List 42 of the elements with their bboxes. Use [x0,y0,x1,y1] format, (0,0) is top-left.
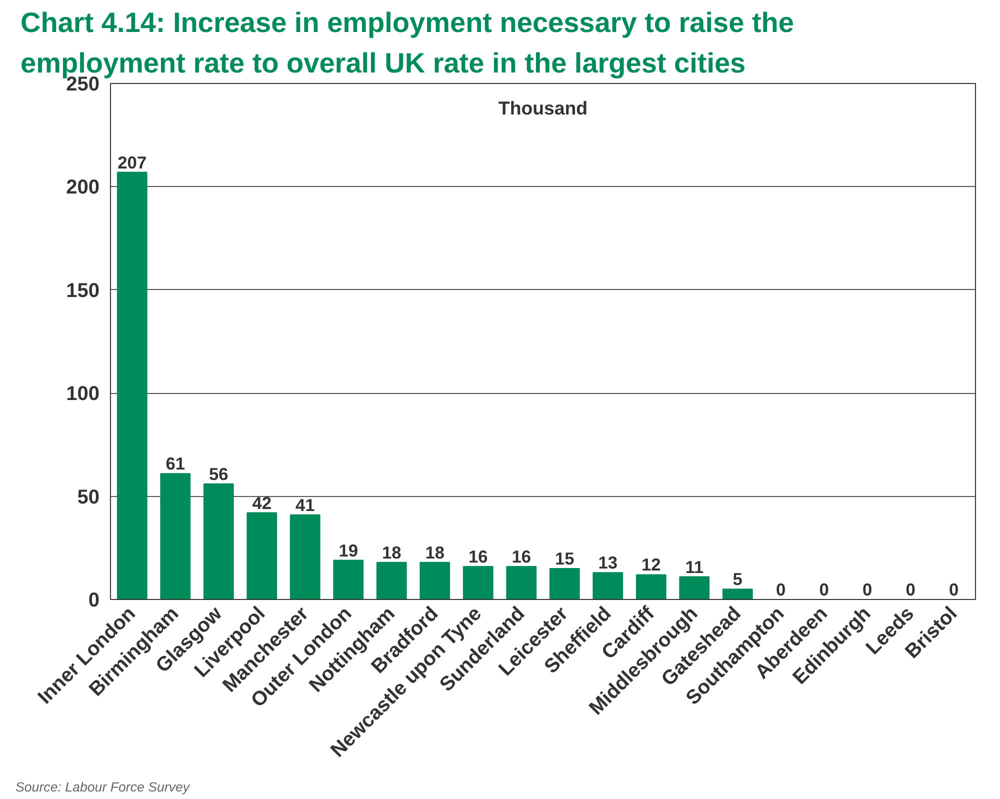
data-label: 41 [295,494,316,515]
y-tick-label: 150 [66,280,100,302]
bar [376,562,407,600]
y-tick-label: 50 [77,486,100,508]
bar [290,514,320,600]
data-label: 16 [468,546,488,566]
y-tick-label: 100 [66,383,100,406]
data-label: 18 [425,542,445,562]
data-label: 61 [166,454,186,474]
data-label: 56 [208,464,229,484]
data-label: 0 [862,580,872,600]
bar [592,572,624,600]
data-label: 15 [554,548,575,569]
bar [420,562,450,600]
data-label: 207 [118,152,147,172]
y-tick-label: 0 [88,590,100,612]
y-tick-label: 200 [66,176,100,199]
data-label: 0 [949,580,959,600]
data-label: 13 [598,552,618,573]
data-label: 19 [338,540,358,560]
bar [116,172,148,600]
data-label: 12 [641,554,661,575]
data-label: 0 [776,580,786,600]
bar [722,588,753,600]
bar [462,566,494,600]
data-label: 16 [512,546,532,566]
bar [333,560,364,600]
data-label: 18 [382,542,402,562]
bar [506,566,537,600]
bar [549,568,580,600]
bar [679,576,710,600]
bar [160,473,191,600]
data-label: 0 [819,580,829,600]
bar [246,512,278,600]
data-label: 5 [732,569,743,590]
data-label: 0 [906,580,916,600]
source-note: Source: Labour Force Survey [16,780,191,794]
annotation: Thousand [498,98,588,118]
bar [636,574,666,600]
bar [203,483,234,600]
data-label: 11 [685,556,704,577]
data-label: 42 [252,492,272,513]
